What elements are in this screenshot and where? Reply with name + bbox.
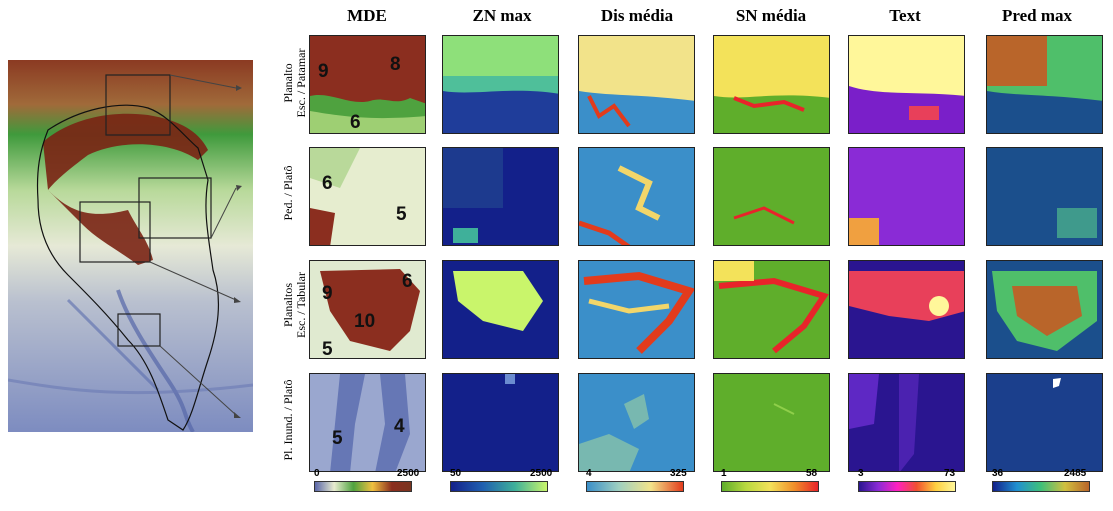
tile-sn-media-row1 (713, 35, 830, 134)
tile-text-row2 (848, 147, 965, 246)
colorbar-sn-media-min: 1 (721, 468, 727, 479)
tile-dis-media-row4 (578, 373, 695, 472)
row-label-3-line-2: Esc. / Tabular (294, 272, 308, 338)
tile-number: 9 (318, 61, 329, 82)
column-header-sn-media: SN média (735, 6, 807, 25)
row-label-4: Pl. Inund. / Platô (281, 374, 302, 466)
colorbar-mde (314, 481, 412, 492)
colorbar-zn-max-max: 2500 (530, 468, 553, 479)
tile-number: 4 (394, 416, 405, 437)
row-label-3: Planaltos Esc. / Tabular (281, 259, 308, 351)
colorbar-pred-max-min: 36 (992, 468, 1004, 479)
tile-text-row3 (848, 260, 965, 359)
colorbar-mde-max: 2500 (397, 468, 420, 479)
colorbar-text-min: 3 (858, 468, 864, 479)
column-header-pred-max: Pred max (1001, 6, 1073, 25)
tile-mde-row3: 9 6 10 5 (309, 260, 426, 359)
tile-number: 10 (354, 311, 376, 332)
tile-zn-max-row3 (442, 260, 559, 359)
column-header-zn-max: ZN max (472, 6, 532, 25)
colorbar-sn-media (721, 481, 819, 492)
row-label-4-line-1: Pl. Inund. / Platô (281, 379, 295, 461)
tile-dis-media-row3 (578, 260, 695, 359)
tile-text-row4 (848, 373, 965, 472)
tile-pred-max-row3 (986, 260, 1103, 359)
tile-pred-max-row2 (986, 147, 1103, 246)
tile-pred-max-row1 (986, 35, 1103, 134)
column-header-dis-media: Dis média (600, 6, 674, 25)
tile-number: 5 (396, 204, 407, 225)
column-header-text: Text (889, 6, 921, 25)
colorbar-sn-media-max: 58 (806, 468, 818, 479)
tile-zn-max-row4 (442, 373, 559, 472)
tile-dis-media-row2 (578, 147, 695, 246)
tile-zn-max-row2 (442, 147, 559, 246)
tile-number: 6 (322, 173, 333, 194)
tile-number: 8 (390, 54, 401, 75)
row-label-2: Ped. / Platô (281, 147, 302, 239)
tile-dis-media-row1 (578, 35, 695, 134)
colorbar-dis-media-min: 4 (586, 468, 592, 479)
tile-pred-max-row4 (986, 373, 1103, 472)
column-header-mde: MDE (347, 6, 387, 25)
colorbar-zn-max-min: 50 (450, 468, 462, 479)
row-label-2-line-1: Ped. / Platô (281, 165, 295, 221)
tile-text-row1 (848, 35, 965, 134)
tile-number: 9 (322, 283, 333, 304)
colorbar-pred-max-max: 2485 (1064, 468, 1087, 479)
tile-mde-row2: 6 5 (309, 147, 426, 246)
tile-sn-media-row2 (713, 147, 830, 246)
row-label-1-line-2: Esc. / Patamar (294, 48, 308, 118)
colorbar-text (858, 481, 956, 492)
tile-sn-media-row4 (713, 373, 830, 472)
colorbar-pred-max (992, 481, 1090, 492)
tile-mde-row1: 9 8 6 (309, 35, 426, 134)
tile-mde-row4: 5 4 (309, 373, 426, 472)
colorbar-zn-max (450, 481, 548, 492)
tile-zn-max-row1 (442, 35, 559, 134)
tile-sn-media-row3 (713, 260, 830, 359)
colorbar-mde-min: 0 (314, 468, 320, 479)
colorbar-dis-media-max: 325 (670, 468, 687, 479)
tile-number: 6 (350, 112, 361, 133)
tile-number: 6 (402, 271, 413, 292)
tile-number: 5 (332, 428, 343, 449)
colorbar-text-max: 73 (944, 468, 956, 479)
colorbar-dis-media (586, 481, 684, 492)
overview-map (7, 60, 254, 434)
tile-number: 5 (322, 339, 333, 359)
row-label-1: Planalto Esc. / Patamar (281, 37, 308, 129)
